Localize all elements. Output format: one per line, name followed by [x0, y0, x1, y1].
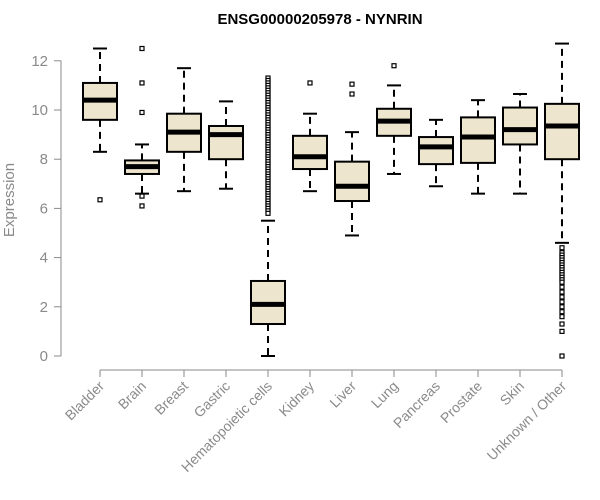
outlier-point: [559, 304, 565, 310]
outlier-point: [559, 279, 565, 285]
box: [544, 102, 580, 161]
box: [418, 136, 454, 166]
outlier-point: [559, 245, 565, 251]
outlier-point: [559, 289, 565, 295]
x-tick-label: Liver: [326, 378, 359, 411]
outlier-point: [559, 321, 565, 327]
outlier-point: [307, 80, 313, 86]
outlier-point: [139, 193, 145, 199]
box-group: [544, 42, 580, 359]
outlier-point: [265, 210, 271, 216]
box-group: [166, 67, 202, 193]
box-group: [376, 63, 412, 175]
y-tick-label: 6: [40, 200, 48, 217]
outlier-point: [559, 328, 565, 334]
x-tick-label: Bladder: [62, 378, 108, 424]
x-tick-label: Pancreas: [390, 378, 443, 431]
outlier-point: [97, 197, 103, 203]
x-tick-label: Skin: [497, 378, 528, 409]
outlier-point: [349, 81, 355, 87]
y-tick-label: 10: [31, 102, 48, 119]
outlier-point: [559, 294, 565, 300]
outlier-point: [559, 299, 565, 305]
outlier-point: [139, 109, 145, 116]
outlier-point: [139, 203, 145, 209]
x-tick-label: Prostate: [437, 378, 485, 426]
x-tick-label: Kidney: [276, 378, 318, 420]
boxes: [82, 42, 580, 359]
box: [208, 124, 244, 161]
y-tick-label: 2: [40, 299, 48, 316]
box-group: [460, 99, 496, 195]
box-group: [250, 75, 286, 357]
outlier-point: [559, 353, 565, 359]
y-tick-label: 12: [31, 53, 48, 70]
outlier-point: [139, 80, 145, 86]
box: [292, 134, 328, 171]
outlier-point: [349, 91, 355, 97]
box-group: [334, 81, 370, 237]
y-tick-label: 4: [40, 250, 48, 267]
outlier-point: [559, 284, 565, 290]
outlier-point: [391, 63, 397, 69]
y-tick-label: 8: [40, 151, 48, 168]
y-axis-label: Expression: [1, 163, 18, 237]
x-tick-label: Lung: [368, 378, 401, 411]
x-tick-label: Brain: [115, 378, 149, 412]
y-tick-label: 0: [40, 348, 48, 365]
outlier-point: [139, 45, 145, 52]
x-tick-label: Unknown / Other: [484, 378, 570, 464]
box: [460, 116, 496, 164]
outlier-point: [559, 314, 565, 320]
box-group: [292, 80, 328, 193]
box-group: [124, 45, 160, 209]
box: [502, 106, 538, 146]
box-group: [82, 47, 118, 203]
box-group: [208, 100, 244, 190]
x-tick-label: Breast: [151, 378, 191, 418]
box: [334, 160, 370, 203]
box-group: [418, 118, 454, 188]
box-group: [502, 93, 538, 195]
chart-title: ENSG00000205978 - NYNRIN: [217, 11, 422, 28]
outlier-point: [559, 309, 565, 315]
